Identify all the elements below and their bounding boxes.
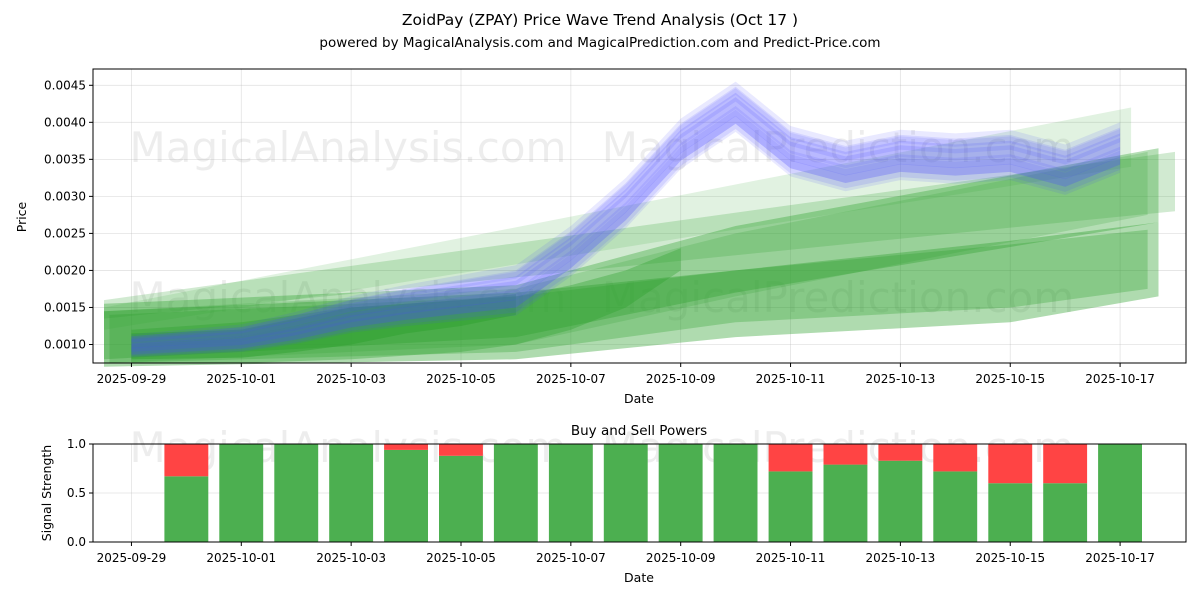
y-tick-label: 0.0030 bbox=[44, 189, 86, 203]
buy-bar bbox=[384, 449, 428, 542]
trend-band bbox=[104, 151, 1175, 319]
x-tick-label: 2025-10-17 bbox=[1085, 551, 1155, 565]
y-tick-label: 0.0035 bbox=[44, 152, 86, 166]
x-tick-label: 2025-10-09 bbox=[646, 372, 716, 386]
price-wave-band bbox=[131, 97, 1121, 356]
buy-bar bbox=[878, 460, 923, 542]
power-bars bbox=[164, 444, 1142, 542]
price-y-ticks: 0.0010 0.0015 0.0020 0.0025 0.0030 0.0035 0.00… bbox=[44, 78, 93, 351]
buy-bar bbox=[1043, 483, 1088, 542]
power-x-axis-label: Date bbox=[624, 570, 654, 585]
x-tick-label: 2025-10-17 bbox=[1085, 372, 1155, 386]
x-tick-label: 2025-10-15 bbox=[975, 551, 1045, 565]
sell-bar bbox=[164, 444, 209, 477]
trend-band bbox=[109, 229, 1148, 363]
x-tick-label: 2025-10-13 bbox=[866, 372, 936, 386]
price-panel: MagicalAnalysis.com MagicalPrediction.co… bbox=[14, 68, 1187, 406]
trend-band bbox=[131, 248, 681, 363]
buy-bar bbox=[823, 464, 868, 542]
chart-subtitle: powered by MagicalAnalysis.com and Magic… bbox=[319, 35, 880, 51]
price-wave-band bbox=[131, 115, 1121, 358]
x-tick-label: 2025-10-03 bbox=[316, 372, 386, 386]
watermark-magical-analysis: MagicalAnalysis.com bbox=[130, 123, 567, 172]
x-tick-label: 2025-10-11 bbox=[756, 372, 826, 386]
buy-bar bbox=[1098, 444, 1142, 542]
watermark-magical-prediction: MagicalPrediction.com bbox=[602, 123, 1075, 172]
buy-bar bbox=[548, 444, 593, 542]
x-tick-label: 2025-09-29 bbox=[97, 372, 167, 386]
x-tick-label: 2025-10-05 bbox=[426, 551, 496, 565]
buy-bar bbox=[329, 444, 374, 542]
buy-bar bbox=[219, 444, 264, 542]
x-tick-label: 2025-10-01 bbox=[206, 551, 276, 565]
x-tick-label: 2025-10-05 bbox=[426, 372, 496, 386]
price-wave-band bbox=[131, 81, 1121, 343]
x-tick-label: 2025-10-01 bbox=[206, 372, 276, 386]
buy-bar bbox=[713, 444, 758, 542]
power-chart-title: Buy and Sell Powers bbox=[571, 423, 707, 439]
price-grid bbox=[93, 69, 1186, 363]
buy-bar bbox=[933, 471, 978, 542]
price-x-axis-label: Date bbox=[624, 391, 654, 406]
power-y-ticks: 0.0 0.5 1.0 bbox=[67, 437, 93, 549]
trend-band bbox=[104, 222, 1159, 367]
buy-bar bbox=[988, 483, 1033, 542]
buy-bar bbox=[274, 444, 319, 542]
chart-title: ZoidPay (ZPAY) Price Wave Trend Analysis… bbox=[402, 11, 798, 29]
trend-band bbox=[131, 294, 516, 360]
sell-bar bbox=[988, 444, 1033, 484]
y-tick-label: 0.0015 bbox=[44, 300, 86, 314]
y-tick-label: 0.0 bbox=[67, 535, 86, 549]
y-tick-label: 0.0010 bbox=[44, 337, 86, 351]
buy-bar bbox=[603, 444, 648, 542]
price-wave-band bbox=[131, 106, 1121, 355]
buy-bar bbox=[439, 455, 483, 542]
buy-bar bbox=[493, 444, 538, 542]
sell-bar bbox=[384, 444, 428, 450]
price-x-ticks: 2025-09-29 2025-10-01 2025-10-03 2025-10-05… bbox=[97, 363, 1155, 386]
power-panel: Buy and Sell Powers MagicalAnalysis.com … bbox=[39, 423, 1187, 585]
buy-bar bbox=[768, 471, 813, 542]
buy-bar bbox=[658, 444, 703, 542]
watermark-magical-prediction: MagicalPrediction.com bbox=[602, 273, 1075, 322]
price-wave-band bbox=[131, 109, 1121, 357]
sell-bar bbox=[878, 444, 923, 461]
price-wave-band bbox=[131, 92, 1121, 352]
trend-band bbox=[104, 148, 1159, 360]
price-wave-band bbox=[131, 86, 1121, 346]
price-wave-bands-blue bbox=[131, 81, 1121, 358]
x-tick-label: 2025-09-29 bbox=[97, 551, 167, 565]
power-y-axis-label: Signal Strength bbox=[39, 445, 54, 541]
x-tick-label: 2025-10-07 bbox=[536, 551, 606, 565]
trend-band bbox=[104, 151, 1148, 363]
price-watermarks: MagicalAnalysis.com MagicalPrediction.co… bbox=[130, 123, 1075, 322]
watermark-magical-analysis: MagicalAnalysis.com bbox=[130, 273, 567, 322]
x-tick-label: 2025-10-09 bbox=[646, 551, 716, 565]
price-plot-frame bbox=[92, 68, 1187, 364]
price-wave-band bbox=[131, 88, 1121, 349]
power-watermarks: MagicalAnalysis.com MagicalPrediction.co… bbox=[130, 423, 1075, 472]
sell-bar bbox=[933, 444, 978, 472]
sell-bar bbox=[768, 444, 813, 472]
sell-bar bbox=[1043, 444, 1088, 484]
x-tick-label: 2025-10-03 bbox=[316, 551, 386, 565]
price-y-axis-label: Price bbox=[14, 201, 29, 232]
y-tick-label: 0.5 bbox=[67, 486, 86, 500]
trend-band bbox=[104, 107, 1132, 330]
y-tick-label: 0.0025 bbox=[44, 226, 86, 240]
sell-bar bbox=[439, 444, 483, 456]
trend-bands-green bbox=[104, 107, 1175, 367]
y-tick-label: 0.0040 bbox=[44, 115, 86, 129]
y-tick-label: 0.0020 bbox=[44, 263, 86, 277]
sell-bar bbox=[823, 444, 868, 465]
power-x-ticks: 2025-09-29 2025-10-01 2025-10-03 2025-10-05… bbox=[97, 542, 1155, 565]
buy-bar bbox=[164, 476, 209, 542]
x-tick-label: 2025-10-15 bbox=[975, 372, 1045, 386]
y-tick-label: 0.0045 bbox=[44, 78, 86, 92]
y-tick-label: 1.0 bbox=[67, 437, 86, 451]
x-tick-label: 2025-10-11 bbox=[756, 551, 826, 565]
x-tick-label: 2025-10-13 bbox=[866, 551, 936, 565]
x-tick-label: 2025-10-07 bbox=[536, 372, 606, 386]
